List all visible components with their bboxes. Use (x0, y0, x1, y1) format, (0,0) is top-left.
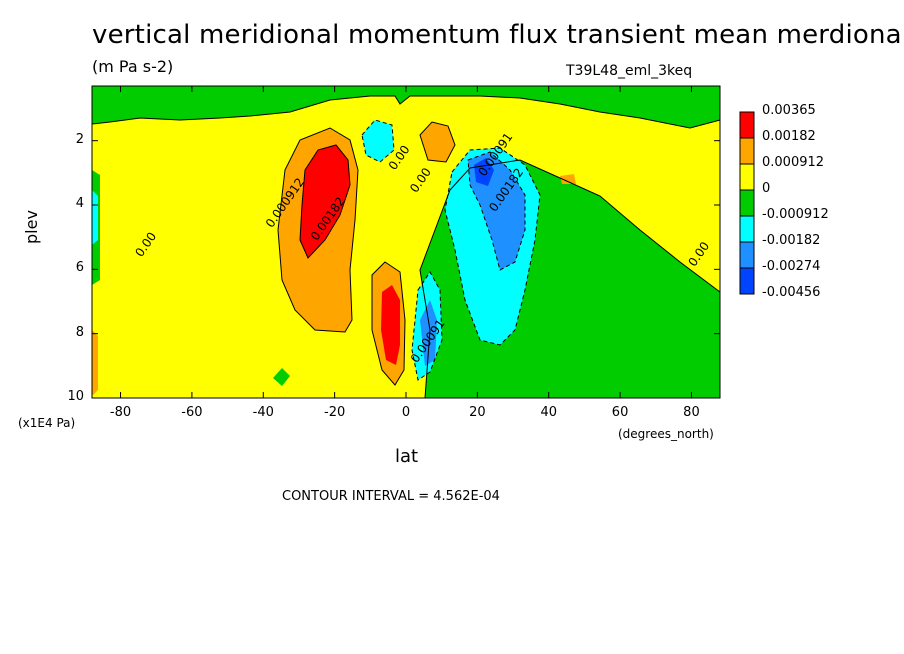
y-tick-label: 4 (75, 196, 84, 211)
legend-swatch (739, 111, 755, 139)
region-cyan-top (362, 120, 394, 162)
legend-swatch (739, 189, 755, 217)
region-green-left-spot (273, 368, 290, 386)
x-axis-label: lat (395, 446, 419, 467)
x-tick-label: -60 (181, 405, 203, 420)
y-tick-label: 2 (75, 131, 84, 147)
region-blue-lower (420, 300, 437, 366)
legend-level-label: 0.000912 (762, 155, 825, 170)
region-orange-left-edge (92, 330, 98, 396)
contour-lines (91, 95, 721, 399)
x-tick-label: 80 (683, 405, 700, 420)
legend-color-bar (739, 111, 755, 295)
region-red-left (300, 145, 350, 258)
x-tick-label: 40 (540, 405, 557, 420)
run-id: T39L48_eml_3keq (566, 63, 693, 79)
region-green-top (92, 86, 720, 128)
legend-swatch (739, 137, 755, 165)
legend-level-label: -0.000912 (762, 207, 829, 222)
x-tick-label: 60 (611, 405, 629, 420)
x-tick-label: 20 (469, 405, 486, 420)
y-tick-label: 10 (67, 389, 84, 404)
chart-units: (m Pa s-2) (92, 57, 174, 76)
legend-level-label: -0.00456 (762, 285, 821, 300)
x-axis-units: (degrees_north) (618, 427, 714, 441)
legend-level-label: 0.00182 (762, 129, 816, 144)
contour-interval: CONTOUR INTERVAL = 4.562E-04 (282, 489, 500, 504)
legend-level-label: -0.00274 (762, 259, 821, 274)
y-tick-label: 8 (75, 324, 84, 340)
chart-title: vertical meridional momentum flux transi… (92, 20, 904, 50)
plot-area (91, 85, 721, 399)
legend-swatch (739, 267, 755, 295)
region-orange-small (560, 174, 576, 184)
region-orange-top (420, 122, 455, 162)
x-tick-label: 0 (401, 405, 411, 420)
region-red-lower (381, 285, 400, 365)
legend-swatch (739, 241, 755, 269)
y-tick-label: 6 (75, 260, 84, 276)
legend-level-label: 0 (762, 181, 771, 196)
legend-swatch (739, 215, 755, 243)
x-tick-label: -40 (252, 405, 274, 420)
y-axis-units: (x1E4 Pa) (18, 416, 76, 430)
contour-lines-negative (361, 119, 541, 381)
legend-level-label: 0.00365 (762, 103, 816, 118)
x-tick-label: -80 (109, 405, 132, 420)
tick-marks (92, 86, 720, 399)
region-green-right-spot (526, 370, 540, 386)
region-cyan-left-edge (92, 190, 98, 245)
x-tick-label: -20 (324, 405, 346, 420)
legend-swatch (739, 163, 755, 191)
legend-level-label: -0.00182 (762, 233, 821, 248)
